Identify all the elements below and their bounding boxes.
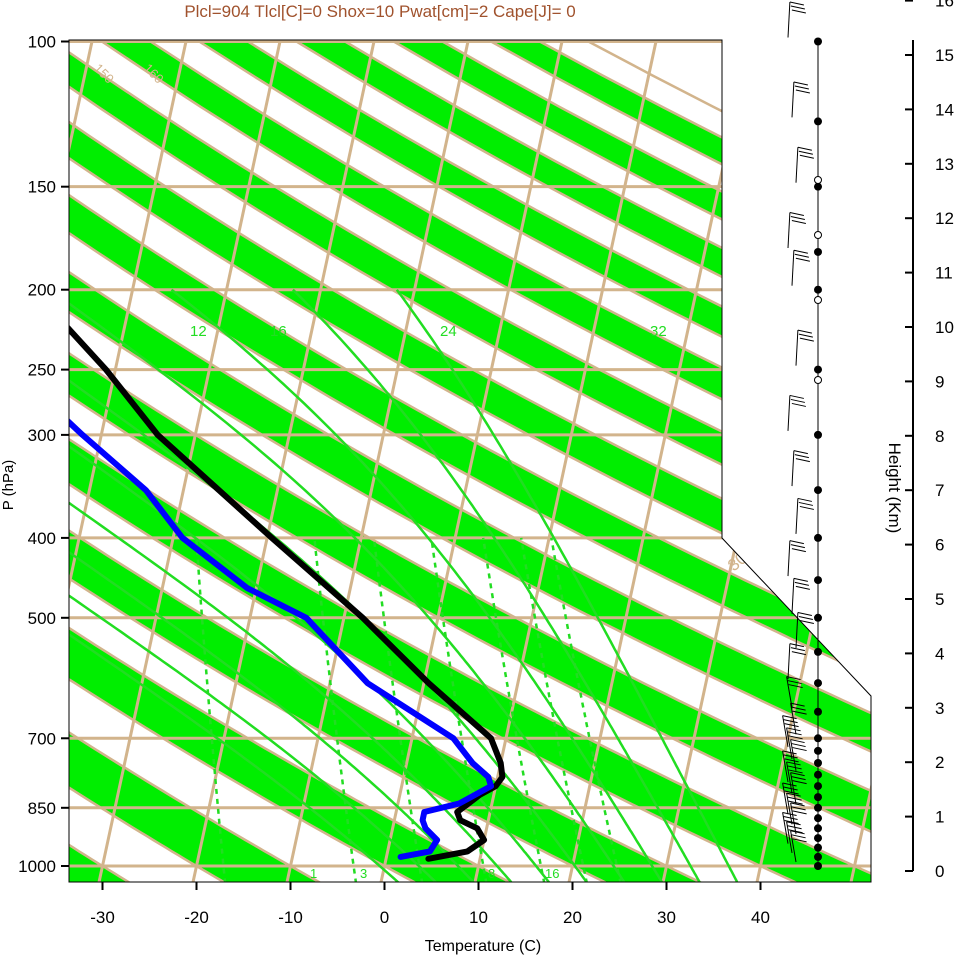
wind-level-dot <box>814 824 822 832</box>
y-tick-label: 500 <box>28 609 56 628</box>
height-tick-label: 16 <box>935 0 954 11</box>
wind-level-dot <box>814 853 822 861</box>
wind-level-dot <box>814 614 822 622</box>
wind-level-open-dot <box>815 297 822 304</box>
x-tick-label: 40 <box>751 908 770 927</box>
wind-level-dot <box>814 431 822 439</box>
height-tick-label: 8 <box>935 427 944 446</box>
y-axis-label: P (hPa) <box>0 460 17 511</box>
wind-level-dot <box>814 793 822 801</box>
moist-adiabat-label: 32 <box>650 323 667 340</box>
wind-level-dot <box>814 534 822 542</box>
height-tick-label: 0 <box>935 862 944 881</box>
height-tick-label: 7 <box>935 481 944 500</box>
y-tick-label: 700 <box>28 729 56 748</box>
y-tick-label: 1000 <box>18 857 56 876</box>
height-tick-label: 12 <box>935 209 954 228</box>
wind-level-dot <box>814 286 822 294</box>
mixing-ratio-label: 3 <box>360 866 367 881</box>
height-tick-label: 3 <box>935 699 944 718</box>
height-axis-label: Height (Km) <box>885 443 904 534</box>
y-tick-label: 850 <box>28 799 56 818</box>
height-tick-label: 9 <box>935 372 944 391</box>
chart-title: Plcl=904 Tlcl[C]=0 Shox=10 Pwat[cm]=2 Ca… <box>184 2 575 21</box>
x-axis-label: Temperature (C) <box>425 938 541 955</box>
height-tick-label: 5 <box>935 590 944 609</box>
y-tick-label: 250 <box>28 361 56 380</box>
x-tick-label: 10 <box>469 908 488 927</box>
wind-level-open-dot <box>815 177 822 184</box>
wind-level-dot <box>814 862 822 870</box>
wind-level-dot <box>814 648 822 656</box>
wind-level-dot <box>814 366 822 374</box>
height-tick-label: 11 <box>935 264 953 283</box>
wind-level-dot <box>814 814 822 822</box>
wind-level-dot <box>814 117 822 125</box>
x-tick-label: 20 <box>563 908 582 927</box>
wind-level-open-dot <box>815 377 822 384</box>
y-tick-label: 400 <box>28 529 56 548</box>
height-tick-label: 15 <box>935 46 954 65</box>
wind-level-dot <box>814 734 822 742</box>
mixing-ratio-label: 8 <box>488 866 495 881</box>
y-tick-label: 100 <box>28 33 56 52</box>
height-tick-label: 2 <box>935 753 944 772</box>
moist-adiabat-label: 12 <box>190 323 207 340</box>
height-tick-label: 4 <box>935 644 944 663</box>
mixing-ratio-label: 16 <box>545 866 559 881</box>
height-tick-label: 10 <box>935 318 954 337</box>
mixing-ratio-label: 1 <box>310 866 317 881</box>
wind-level-dot <box>814 759 822 767</box>
wind-level-dot <box>814 771 822 779</box>
height-tick-label: 1 <box>935 808 944 827</box>
x-tick-label: -10 <box>278 908 303 927</box>
y-tick-label: 150 <box>28 178 56 197</box>
y-tick-label: 300 <box>28 426 56 445</box>
moist-adiabat-label: 24 <box>440 323 457 340</box>
x-tick-label: 30 <box>657 908 676 927</box>
height-tick-label: 13 <box>935 155 954 174</box>
wind-level-dot <box>814 576 822 584</box>
height-tick-label: 14 <box>935 100 954 119</box>
x-tick-label: 0 <box>380 908 389 927</box>
wind-level-dot <box>814 248 822 256</box>
wind-level-dot <box>814 708 822 716</box>
x-tick-label: -20 <box>184 908 209 927</box>
wind-level-dot <box>814 747 822 755</box>
wind-level-open-dot <box>815 232 822 239</box>
y-tick-label: 200 <box>28 281 56 300</box>
wind-level-dot <box>814 38 822 46</box>
x-tick-label: -30 <box>90 908 115 927</box>
height-tick-label: 6 <box>935 536 944 555</box>
wind-level-dot <box>814 679 822 687</box>
wind-level-dot <box>814 834 822 842</box>
wind-level-dot <box>814 782 822 790</box>
wind-level-dot <box>814 844 822 852</box>
wind-level-dot <box>814 804 822 812</box>
wind-level-dot <box>814 486 822 494</box>
moist-adiabat-label: 16 <box>270 323 287 340</box>
